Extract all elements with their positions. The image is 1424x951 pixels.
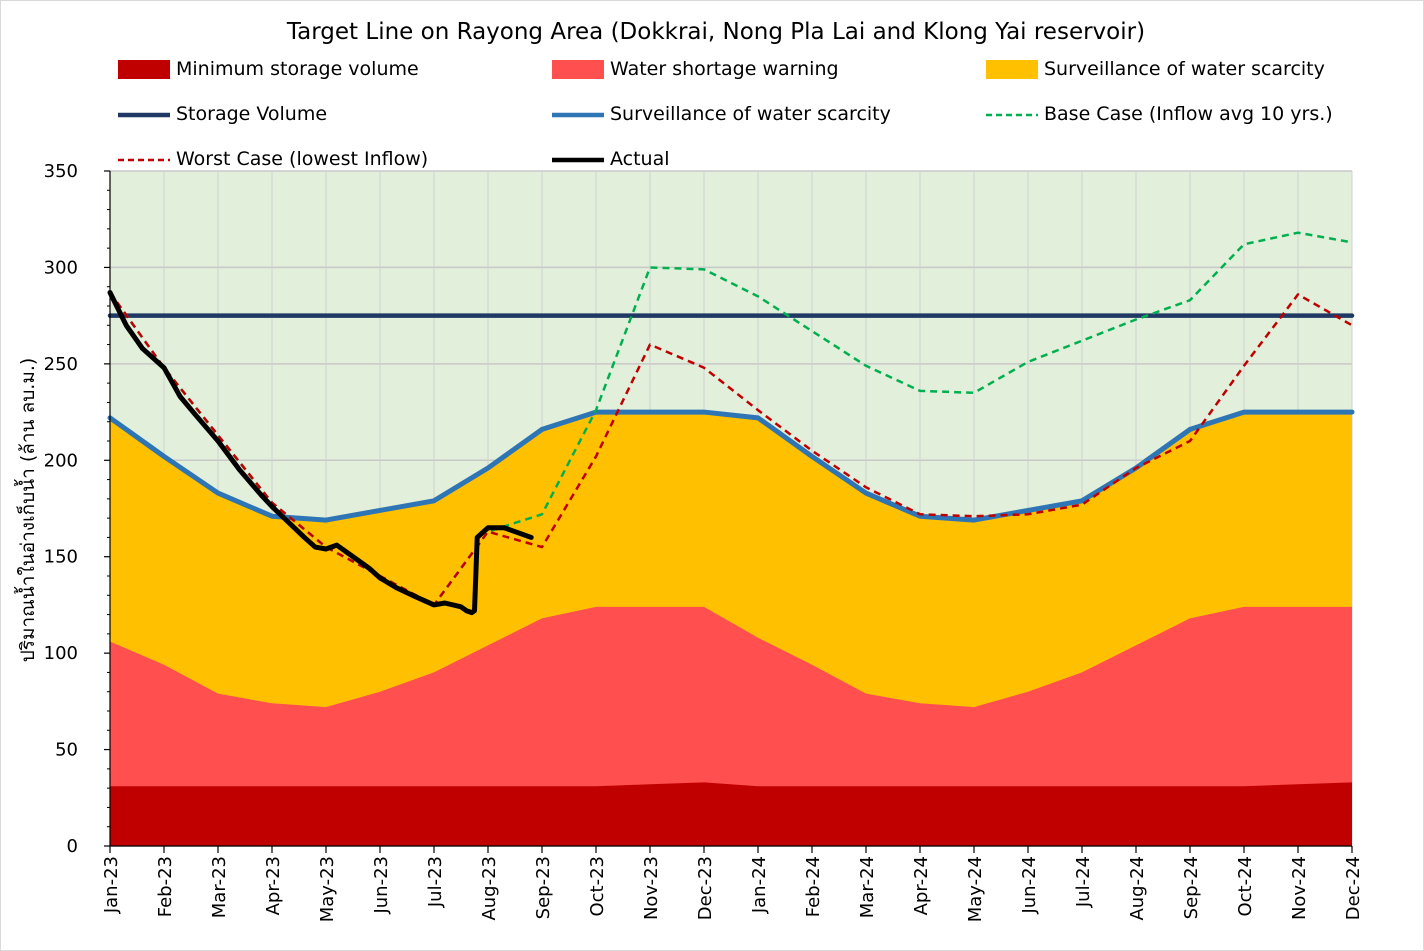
x-tick-label: May-24 [965,856,986,922]
y-tick-label: 300 [44,257,78,278]
x-tick-label: Feb-24 [803,856,824,917]
x-tick-label: Jul-23 [425,856,446,908]
x-tick-label: Jun-24 [1019,856,1040,915]
x-tick-label: Sep-24 [1181,856,1202,919]
legend-label: Actual [610,148,670,170]
area-minimum-storage-volume [110,782,1352,846]
x-tick-label: Feb-23 [155,856,176,917]
legend-swatch [986,60,1038,79]
x-tick-label: Apr-23 [263,856,284,915]
y-tick-label: 50 [55,740,78,761]
y-axis-label: ปริมาณน้ำในอ่างเก็บน้ำ (ล้าน ลบ.ม.) [14,358,39,663]
x-tick-label: Dec-24 [1343,856,1364,920]
chart-title: Target Line on Rayong Area (Dokkrai, Non… [286,19,1145,45]
plot-area [107,170,1355,847]
legend-swatch [118,60,170,79]
x-axis: Jan-23 Feb-23 Mar-23 Apr-23 May-23 Jun-23 Jul-… [101,845,1364,922]
legend-label: Water shortage warning [610,58,839,80]
legend-label: Surveillance of water scarcity [610,103,891,125]
legend-label: Base Case (Inflow avg 10 yrs.) [1044,103,1333,125]
y-tick-label: 0 [67,836,78,857]
x-tick-label: Oct-23 [587,856,608,917]
x-tick-label: Mar-24 [857,856,878,918]
y-tick-label: 150 [44,547,78,568]
legend-label: Worst Case (lowest Inflow) [176,148,428,170]
series-base-case [108,231,1353,607]
y-axis: 0 50 100 150 200 250 300 350 [44,161,111,857]
x-tick-label: Jul-24 [1073,856,1094,908]
x-tick-label: Aug-23 [479,856,500,921]
y-tick-label: 250 [44,354,78,375]
series-actual [107,290,534,616]
x-tick-label: Nov-24 [1289,856,1310,920]
x-tick-label: Jun-23 [371,856,392,915]
legend-label: Surveillance of water scarcity [1044,58,1325,80]
y-tick-label: 200 [44,450,78,471]
legend-label: Storage Volume [176,103,327,125]
x-tick-label: Jan-23 [101,856,122,914]
legend-label: Minimum storage volume [176,58,419,80]
x-tick-label: Oct-24 [1235,856,1256,917]
x-tick-label: May-23 [317,856,338,922]
legend: Minimum storage volume Water shortage war… [118,58,1333,170]
x-tick-label: Dec-23 [695,856,716,920]
x-tick-label: Sep-23 [533,856,554,919]
legend-swatch [552,60,604,79]
series-surveillance-line [107,409,1355,523]
x-tick-label: Aug-24 [1127,856,1148,921]
x-tick-label: Mar-23 [209,856,230,918]
y-tick-label: 350 [44,161,78,182]
y-tick-label: 100 [44,643,78,664]
x-tick-label: Nov-23 [641,856,662,920]
x-tick-label: Apr-24 [911,856,932,915]
series-worst-case [108,291,1353,607]
x-tick-label: Jan-24 [749,856,770,914]
